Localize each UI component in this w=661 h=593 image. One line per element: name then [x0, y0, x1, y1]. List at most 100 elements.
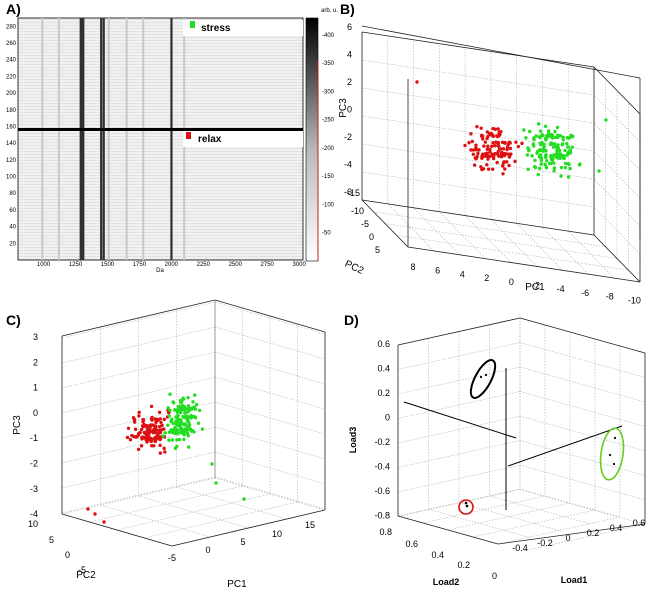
stress-point: [166, 423, 170, 427]
heatmap-x-tick: 1000: [37, 262, 51, 268]
stress-point: [547, 134, 552, 138]
grid-line: [61, 376, 216, 414]
panel-d-x-tick: 0: [565, 533, 570, 543]
box-edge: [397, 317, 521, 346]
relax-point: [514, 140, 518, 144]
stress-point: [187, 408, 191, 413]
stress-point: [538, 154, 542, 158]
panel-d-y-tick: 0.8: [379, 527, 392, 537]
panel-a-heatmap: 1000 1250 1500 1750 2000 2250 2500 2750 3000 20 4…: [6, 8, 338, 274]
heatmap-x-label: Da: [156, 268, 164, 274]
stress-point: [176, 431, 180, 436]
stress-point: [537, 166, 542, 171]
panel-b-z-tick: 0: [347, 105, 352, 115]
stress-point: [176, 404, 180, 409]
relax-point: [162, 417, 166, 422]
stress-point: [563, 161, 568, 166]
relax-point: [151, 428, 156, 432]
panel-b-x-tick: 8: [410, 262, 415, 272]
stress-point: [186, 404, 191, 408]
stress-point: [536, 149, 540, 154]
stress-point: [533, 158, 537, 163]
stress-point: [560, 142, 564, 147]
stress-point: [570, 145, 575, 149]
panel-d-z-tick: -0.8: [374, 511, 390, 521]
relax-point: [150, 418, 154, 422]
panel-d-z-tick: -0.4: [374, 462, 390, 472]
legend-relax-box: [183, 131, 303, 147]
relax-point: [493, 144, 497, 148]
heatmap-y-tick: 260: [6, 41, 17, 47]
grid-line: [116, 493, 271, 531]
stress-point: [242, 497, 246, 501]
stress-point: [541, 133, 545, 138]
stress-point: [563, 148, 567, 153]
panel-b-points: [415, 80, 608, 179]
grid-line: [519, 342, 646, 378]
relax-point: [471, 152, 476, 157]
relax-point: [470, 139, 475, 144]
stress-point: [193, 393, 197, 397]
stress-point: [558, 133, 562, 138]
relax-point: [503, 140, 507, 145]
heatmap-y-tick: 20: [9, 241, 16, 247]
relax-point: [158, 451, 163, 455]
stress-point: [568, 166, 572, 171]
panel-d-z-label: Load3: [348, 427, 358, 454]
relax-point: [484, 151, 488, 156]
box-edge: [214, 299, 326, 333]
stress-point: [194, 402, 199, 407]
stress-point: [541, 146, 546, 151]
relax-point: [157, 424, 162, 429]
stress-point: [526, 167, 530, 172]
stress-point: [179, 406, 184, 410]
loading-point: [608, 453, 612, 457]
relax-point: [157, 428, 162, 433]
relax-point: [136, 447, 141, 452]
grid-line: [373, 211, 606, 248]
stress-point: [539, 162, 543, 166]
stress-point: [187, 420, 191, 424]
relax-point: [476, 151, 480, 156]
legend-relax-swatch: [186, 132, 191, 139]
relax-point: [137, 410, 141, 415]
relax-point: [486, 167, 491, 171]
grid-line: [361, 143, 595, 180]
panel-b-z-tick: -6: [344, 187, 352, 197]
heatmap-y-tick: 80: [9, 191, 16, 197]
box-edge: [361, 31, 595, 68]
grid-line: [361, 59, 595, 96]
relax-point: [508, 141, 512, 145]
grid-line: [519, 440, 646, 476]
relax-point: [486, 157, 490, 161]
stress-point: [538, 129, 543, 133]
panel-c-z-tick: -1: [30, 433, 38, 443]
panel-b-y-tick: 5: [375, 245, 380, 255]
stress-point: [186, 395, 190, 400]
grid-line: [361, 87, 595, 124]
panel-b-y-tick: -5: [361, 219, 369, 229]
relax-point: [158, 443, 162, 448]
grid-line: [61, 301, 216, 339]
heatmap-y-tick: 100: [6, 175, 17, 181]
stress-point: [556, 149, 560, 154]
stress-point: [545, 159, 549, 163]
relax-point: [481, 137, 485, 141]
relax-point: [491, 141, 495, 145]
relax-point: [137, 431, 141, 436]
box-edge: [497, 523, 646, 545]
relax-point: [480, 134, 485, 139]
panel-b-z-tick: 2: [347, 77, 352, 87]
box-edge: [593, 66, 641, 115]
colorbar-label: arb. u.: [321, 8, 338, 14]
panel-c-x-tick: -5: [168, 553, 176, 563]
stress-point: [171, 428, 175, 433]
relax-point: [157, 410, 162, 415]
stress-point: [544, 149, 548, 153]
stress-point: [175, 416, 180, 420]
relax-point: [131, 416, 136, 420]
grid-line: [61, 477, 216, 515]
panel-d-z-tick: 0.6: [377, 339, 390, 349]
